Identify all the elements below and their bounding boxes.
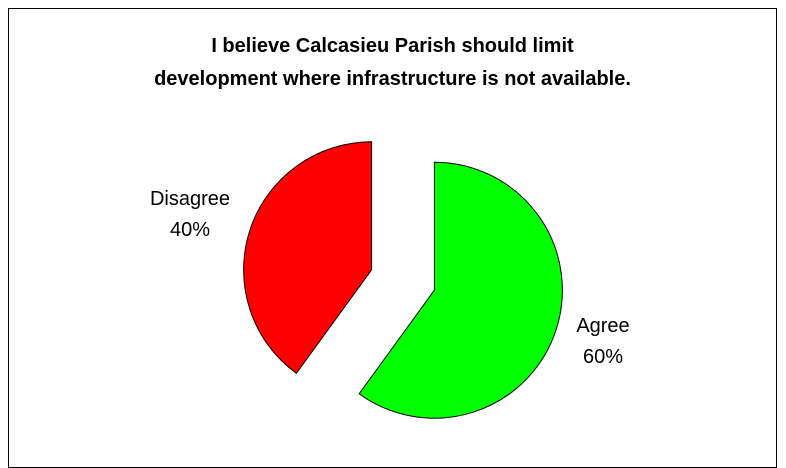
pie-slice <box>243 141 373 375</box>
slice-value-label: 60% <box>583 346 623 368</box>
page: {"chart_data": {"type": "pie", "title": … <box>8 8 777 468</box>
slice-label: Agree <box>576 315 629 337</box>
slice-value-label: 40% <box>170 219 210 241</box>
pie-slice <box>358 161 563 419</box>
chart-title: I believe Calcasieu Parish should limit … <box>154 35 631 90</box>
chart: Agree 60% Disagree 40% <box>150 141 630 419</box>
slice-label: Disagree <box>150 188 230 210</box>
